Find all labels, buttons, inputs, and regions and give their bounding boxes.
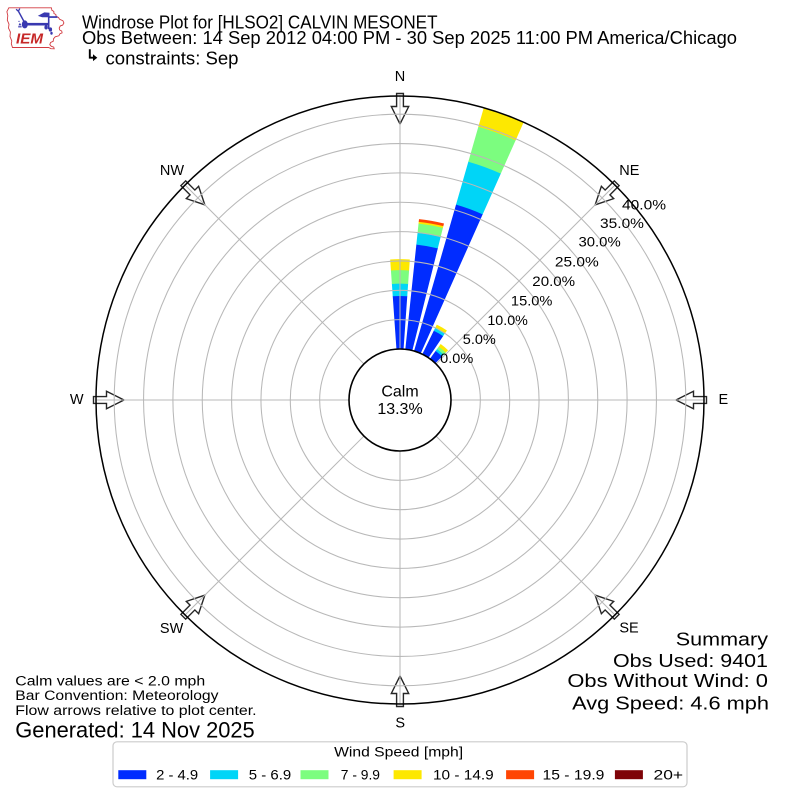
svg-text:7 - 9.9: 7 - 9.9	[341, 766, 380, 782]
svg-text:Obs Without Wind: 0: Obs Without Wind: 0	[567, 670, 768, 691]
svg-text:Wind Speed [mph]: Wind Speed [mph]	[334, 743, 463, 759]
svg-text:Calm: Calm	[381, 384, 418, 401]
svg-text:30.0%: 30.0%	[579, 234, 621, 249]
svg-text:Bar Convention: Meteorology: Bar Convention: Meteorology	[15, 688, 218, 703]
svg-text:13.3%: 13.3%	[377, 401, 422, 418]
svg-text:Windrose Plot for [HLSO2] CALV: Windrose Plot for [HLSO2] CALVIN MESONET	[82, 12, 438, 33]
svg-text:10 - 14.9: 10 - 14.9	[433, 766, 494, 782]
svg-text:constraints: Sep: constraints: Sep	[106, 48, 239, 69]
svg-text:Obs Used: 9401: Obs Used: 9401	[613, 650, 768, 671]
svg-text:5 - 6.9: 5 - 6.9	[249, 766, 292, 782]
svg-text:10.0%: 10.0%	[487, 313, 528, 328]
svg-text:15.0%: 15.0%	[511, 293, 553, 308]
svg-text:Summary: Summary	[676, 628, 769, 649]
svg-text:W: W	[70, 392, 84, 408]
svg-text:SE: SE	[619, 621, 639, 637]
svg-text:Flow arrows relative to plot c: Flow arrows relative to plot center.	[15, 703, 256, 718]
svg-text:20+: 20+	[654, 766, 684, 782]
svg-text:SW: SW	[160, 621, 184, 637]
svg-text:40.0%: 40.0%	[622, 197, 666, 212]
svg-text:25.0%: 25.0%	[555, 254, 599, 269]
svg-text:35.0%: 35.0%	[600, 216, 644, 231]
svg-text:15 - 19.9: 15 - 19.9	[543, 766, 605, 782]
svg-text:20.0%: 20.0%	[532, 274, 575, 289]
svg-text:IEM: IEM	[16, 31, 44, 48]
svg-text:Obs Between: 14 Sep 2012 04:00: Obs Between: 14 Sep 2012 04:00 PM - 30 S…	[82, 27, 737, 48]
svg-text:NE: NE	[619, 163, 639, 179]
svg-text:E: E	[718, 392, 728, 408]
svg-text:0.0%: 0.0%	[440, 351, 473, 366]
svg-text:S: S	[395, 715, 405, 731]
svg-text:Generated: 14 Nov 2025: Generated: 14 Nov 2025	[15, 718, 254, 743]
svg-text:NW: NW	[160, 163, 184, 179]
svg-text:Avg Speed: 4.6 mph: Avg Speed: 4.6 mph	[572, 693, 769, 714]
svg-text:N: N	[395, 69, 405, 85]
svg-text:5.0%: 5.0%	[463, 332, 496, 347]
svg-text:Calm values are < 2.0 mph: Calm values are < 2.0 mph	[15, 673, 205, 688]
svg-text:2 - 4.9: 2 - 4.9	[156, 766, 198, 782]
